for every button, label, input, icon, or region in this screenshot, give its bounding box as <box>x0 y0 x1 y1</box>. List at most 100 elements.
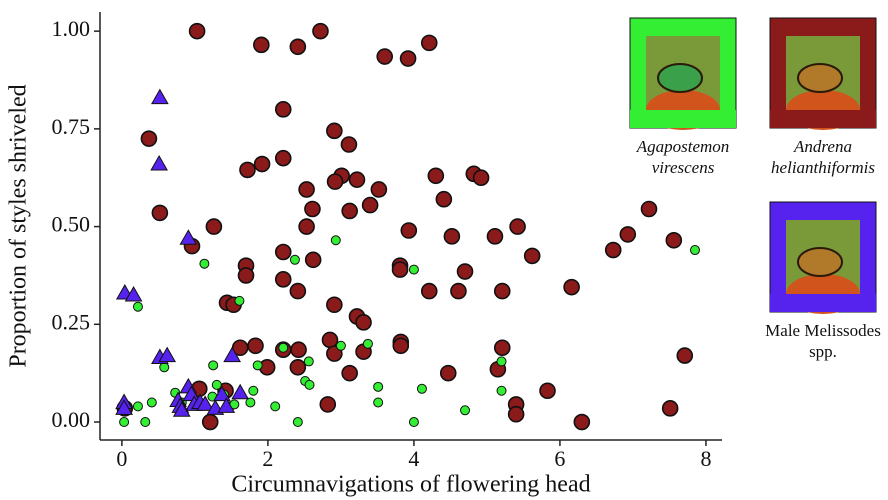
point <box>209 361 218 370</box>
point <box>291 342 306 357</box>
point <box>253 361 262 370</box>
point <box>160 363 169 372</box>
point <box>290 360 305 375</box>
x-axis-title: Circumnavigations of flowering head <box>231 472 590 498</box>
point <box>290 284 305 299</box>
point <box>293 418 302 427</box>
point <box>249 386 258 395</box>
point <box>299 182 314 197</box>
point <box>276 151 291 166</box>
point <box>356 315 371 330</box>
point <box>133 402 142 411</box>
point <box>620 227 635 242</box>
point <box>393 338 408 353</box>
point <box>239 268 254 283</box>
legend-label-box: Andrena helianthiformis <box>756 136 888 196</box>
point <box>120 418 129 427</box>
point <box>341 137 356 152</box>
point <box>305 380 314 389</box>
point <box>276 244 291 259</box>
y-tick-label: 0.50 <box>52 212 91 237</box>
point <box>180 230 196 244</box>
point <box>374 398 383 407</box>
y-axis-title: Proportion of styles shriveled <box>6 84 32 367</box>
y-tick-label: 0.25 <box>52 309 91 334</box>
point <box>497 386 506 395</box>
photo-bee <box>658 64 702 92</box>
x-tick-label: 0 <box>116 446 127 471</box>
point <box>417 384 426 393</box>
legend-label: Agapostemon virescens <box>616 136 750 178</box>
point <box>677 348 692 363</box>
point <box>422 284 437 299</box>
point <box>152 205 167 220</box>
point <box>428 168 443 183</box>
y-tick-label: 0.75 <box>52 114 91 139</box>
point <box>141 131 156 146</box>
point <box>540 383 555 398</box>
point <box>641 201 656 216</box>
legend-label: Andrena helianthiformis <box>756 136 888 178</box>
point <box>393 262 408 277</box>
point <box>276 272 291 287</box>
point <box>328 174 343 189</box>
point <box>152 90 168 104</box>
point <box>133 302 142 311</box>
point <box>564 280 579 295</box>
point <box>342 366 357 381</box>
chart: Circumnavigations of flowering head Prop… <box>0 0 888 500</box>
point <box>461 406 470 415</box>
point <box>666 233 681 248</box>
point <box>690 246 699 255</box>
point <box>363 339 372 348</box>
point <box>141 418 150 427</box>
point <box>574 415 589 430</box>
point <box>212 380 221 389</box>
x-tick-label: 6 <box>554 446 565 471</box>
point <box>240 162 255 177</box>
x-tick-label: 2 <box>262 446 273 471</box>
legend-label-box: Male Melissodes spp. <box>756 320 888 380</box>
photo-bee <box>798 248 842 276</box>
point <box>327 297 342 312</box>
point <box>322 332 337 347</box>
point <box>409 418 418 427</box>
point <box>190 24 205 39</box>
point <box>279 343 288 352</box>
point <box>495 284 510 299</box>
point <box>377 49 392 64</box>
legend-item: Andrena helianthiformis <box>756 18 888 196</box>
point <box>254 37 269 52</box>
point <box>509 407 524 422</box>
point <box>235 296 244 305</box>
photo-mask <box>630 110 736 128</box>
point <box>304 357 313 366</box>
point <box>299 219 314 234</box>
point <box>371 182 386 197</box>
point <box>271 402 280 411</box>
point <box>458 264 473 279</box>
point <box>451 284 466 299</box>
y-tick-label: 0.00 <box>52 407 91 432</box>
point <box>510 219 525 234</box>
point <box>290 255 299 264</box>
point <box>290 39 305 54</box>
legend-label-box: Agapostemon virescens <box>616 136 750 196</box>
point <box>232 385 248 399</box>
x-tick-label: 8 <box>700 446 711 471</box>
point <box>306 252 321 267</box>
point <box>200 259 209 268</box>
point <box>151 156 167 170</box>
point <box>147 398 156 407</box>
point <box>203 415 218 430</box>
point <box>495 340 510 355</box>
point <box>409 265 418 274</box>
x-tick-label: 4 <box>408 446 419 471</box>
point <box>444 229 459 244</box>
point <box>363 198 378 213</box>
photo-bee <box>798 64 842 92</box>
point <box>401 223 416 238</box>
point <box>305 201 320 216</box>
point <box>474 170 489 185</box>
